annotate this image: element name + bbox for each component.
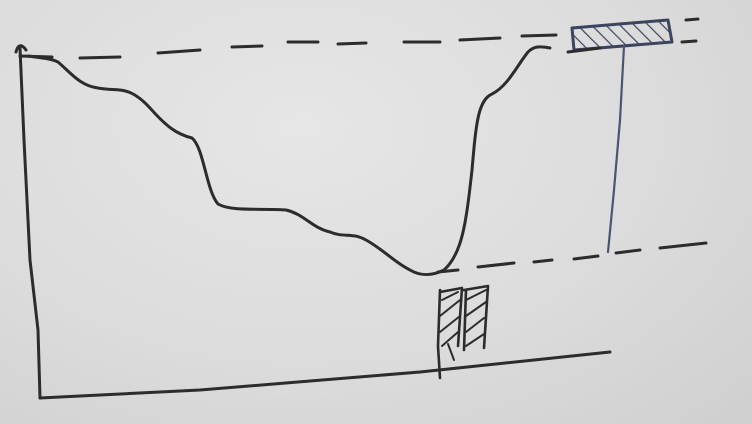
y-axis-line: [18, 46, 42, 400]
bottom-dashed-level-line: [436, 241, 708, 274]
hatched-marker-below-curve: [436, 284, 490, 380]
top-dashed-level-line: [18, 17, 700, 60]
hatched-box: [566, 18, 674, 54]
x-axis-line: [38, 350, 612, 400]
vertical-connector-line: [606, 44, 626, 254]
curve-profile: [14, 44, 552, 276]
